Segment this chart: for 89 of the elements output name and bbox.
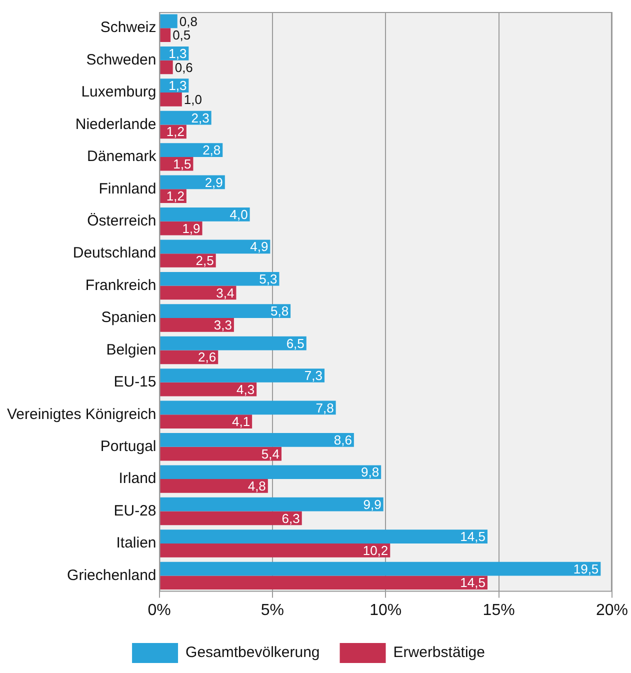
bar — [160, 350, 218, 364]
y-tick-label: Finnland — [98, 180, 156, 198]
data-label: 5,3 — [259, 271, 278, 286]
data-label: 1,5 — [173, 156, 192, 172]
data-label: 1,3 — [168, 78, 187, 94]
bar — [160, 143, 223, 157]
legend-label: Gesamtbevölkerung — [186, 644, 320, 662]
x-tick-label: 20% — [596, 602, 628, 619]
bar — [160, 318, 234, 332]
data-label: 1,9 — [182, 220, 200, 236]
data-label: 8,6 — [334, 432, 352, 448]
bar — [160, 28, 171, 42]
legend-label: Erwerbstätige — [393, 644, 485, 662]
bar — [160, 60, 173, 74]
data-label: 6,5 — [286, 336, 304, 351]
bar — [160, 530, 488, 544]
bar — [160, 446, 282, 461]
bar — [160, 414, 252, 428]
bar — [160, 576, 488, 590]
bar — [160, 14, 178, 28]
x-tick-label: 15% — [482, 602, 515, 619]
bar — [160, 336, 306, 350]
data-label: 3,4 — [216, 285, 234, 300]
data-label: 0,6 — [174, 60, 193, 75]
data-label: 0,8 — [179, 14, 198, 29]
data-label: 5,4 — [261, 446, 280, 462]
bar — [160, 543, 390, 558]
x-tick-label: 0% — [148, 602, 171, 619]
y-tick-label: Irland — [118, 470, 156, 488]
data-label: 4,8 — [248, 478, 266, 494]
data-label: 1,2 — [166, 188, 184, 204]
bar — [160, 497, 384, 512]
data-label: 1,0 — [184, 92, 202, 108]
data-label: 10,2 — [362, 542, 388, 558]
y-tick-label: Schweden — [86, 51, 156, 68]
y-tick-label: Schweiz — [100, 19, 156, 36]
data-label: 9,8 — [361, 464, 380, 480]
data-label: 7,8 — [316, 400, 334, 416]
y-tick-label: Belgien — [106, 341, 156, 358]
data-label: 14,5 — [460, 529, 486, 544]
bar — [160, 400, 336, 415]
y-tick-label: Dänemark — [87, 148, 157, 166]
bar — [160, 92, 182, 106]
y-tick-label: Vereinigtes Königreich — [6, 406, 156, 423]
bar — [160, 254, 216, 268]
bar — [160, 479, 268, 493]
bar — [160, 272, 280, 286]
data-label: 7,3 — [304, 368, 323, 384]
y-tick-label: Deutschland — [72, 244, 156, 262]
x-tick-label: 10% — [370, 602, 402, 619]
data-label: 2,8 — [202, 142, 221, 158]
data-label: 9,9 — [363, 496, 382, 512]
data-label: 4,0 — [230, 207, 248, 222]
y-tick-label: Luxemburg — [81, 84, 156, 101]
data-label: 1,3 — [168, 46, 187, 61]
bar — [160, 382, 257, 396]
data-label: 4,9 — [250, 239, 268, 254]
data-label: 3,3 — [214, 318, 232, 333]
bar — [160, 286, 236, 300]
data-label: 1,2 — [166, 124, 184, 140]
bar — [160, 368, 325, 382]
data-label: 0,5 — [172, 28, 191, 43]
bar — [160, 511, 302, 526]
data-label: 4,3 — [236, 382, 255, 397]
bar — [160, 465, 382, 480]
y-tick-label: Italien — [116, 534, 156, 552]
x-tick-label: 5% — [260, 602, 284, 619]
y-tick-label: Griechenland — [67, 566, 156, 584]
bar — [160, 433, 354, 447]
data-label: 2,3 — [191, 110, 210, 126]
y-tick-label: Portugal — [100, 438, 156, 455]
data-label: 5,8 — [270, 304, 289, 319]
data-label: 4,1 — [232, 414, 250, 430]
bar — [160, 304, 291, 318]
data-label: 6,3 — [282, 510, 300, 526]
bar — [160, 562, 601, 576]
y-tick-label: Spanien — [101, 309, 156, 326]
y-tick-label: EU-28 — [114, 502, 156, 520]
data-label: 19,5 — [573, 561, 599, 576]
y-tick-label: EU-15 — [114, 374, 156, 391]
data-label: 14,5 — [460, 575, 486, 590]
y-tick-label: Österreich — [87, 212, 156, 230]
bar — [160, 208, 250, 222]
y-tick-label: Frankreich — [85, 276, 156, 294]
bar — [160, 240, 270, 254]
data-label: 2,6 — [198, 350, 216, 365]
y-tick-label: Niederlande — [75, 116, 156, 133]
data-label: 2,9 — [204, 174, 223, 190]
data-label: 2,5 — [196, 253, 214, 268]
